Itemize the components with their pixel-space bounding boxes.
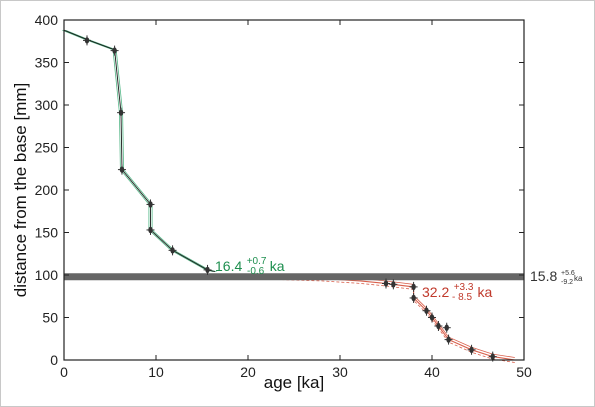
data-points-layer bbox=[83, 35, 497, 362]
upper-age-annotation-lower: -0.6 ka bbox=[247, 258, 285, 278]
upper-median-line bbox=[63, 29, 216, 273]
y-tick-label: 350 bbox=[35, 55, 59, 71]
ticks-layer: 0 10 20 30 40 50 0 50 100 150 200 250 300 350 400 bbox=[35, 12, 532, 380]
lower-data-point bbox=[411, 294, 416, 302]
lower-data-point bbox=[444, 324, 449, 331]
x-tick-label: 50 bbox=[516, 364, 532, 380]
upper-data-point bbox=[119, 166, 125, 173]
plot-area bbox=[63, 19, 525, 361]
x-axis-title: age [ka] bbox=[264, 373, 325, 392]
lower-age-annotation: 32.2 +3.3 bbox=[422, 282, 474, 301]
lower-data-point bbox=[446, 336, 451, 343]
lower-data-point bbox=[383, 280, 389, 287]
y-tick-label: 50 bbox=[42, 310, 58, 326]
y-axis-title: distance from the base [mm] bbox=[11, 83, 30, 297]
lower-envelope-line bbox=[266, 278, 515, 363]
hiatus-age-annotation: 15.8 bbox=[530, 268, 557, 284]
upper-data-point bbox=[170, 247, 175, 254]
lower-data-point bbox=[469, 346, 474, 353]
upper-envelope-line bbox=[62, 29, 214, 272]
hiatus-age-unit: ka bbox=[574, 274, 583, 283]
y-tick-label: 200 bbox=[35, 182, 59, 198]
lower-data-point bbox=[424, 307, 429, 314]
upper-data-point bbox=[118, 109, 124, 116]
lower-data-point bbox=[411, 283, 416, 291]
y-tick-label: 400 bbox=[35, 12, 59, 28]
lower-data-point bbox=[490, 353, 495, 360]
x-tick-label: 10 bbox=[148, 364, 164, 380]
x-tick-label: 20 bbox=[240, 364, 256, 380]
upper-data-point bbox=[84, 37, 90, 44]
lower-data-point bbox=[436, 322, 441, 330]
upper-envelope-line bbox=[65, 29, 217, 272]
y-tick-label: 300 bbox=[35, 97, 59, 113]
lower-data-point bbox=[429, 314, 435, 321]
model-lines-layer bbox=[62, 29, 515, 363]
lower-data-point bbox=[391, 281, 396, 288]
x-tick-label: 40 bbox=[424, 364, 440, 380]
hiatus-age-sup: +5.6 bbox=[561, 270, 575, 277]
x-tick-label: 0 bbox=[60, 364, 68, 380]
upper-age-annotation: 16.4 +0.7 bbox=[215, 256, 267, 275]
upper-data-point bbox=[205, 266, 210, 274]
upper-data-point bbox=[148, 201, 153, 208]
y-tick-label: 100 bbox=[35, 267, 59, 283]
upper-data-point bbox=[148, 226, 153, 234]
lower-age-annotation-lower: - 8.5 ka bbox=[452, 284, 492, 304]
y-tick-label: 0 bbox=[50, 352, 58, 368]
lower-median-line bbox=[266, 276, 515, 361]
hiatus-age-sub: -9.2 bbox=[561, 279, 573, 286]
y-tick-label: 250 bbox=[35, 140, 59, 156]
x-tick-label: 30 bbox=[332, 364, 348, 380]
y-tick-label: 150 bbox=[35, 225, 59, 241]
upper-data-point bbox=[112, 47, 117, 54]
